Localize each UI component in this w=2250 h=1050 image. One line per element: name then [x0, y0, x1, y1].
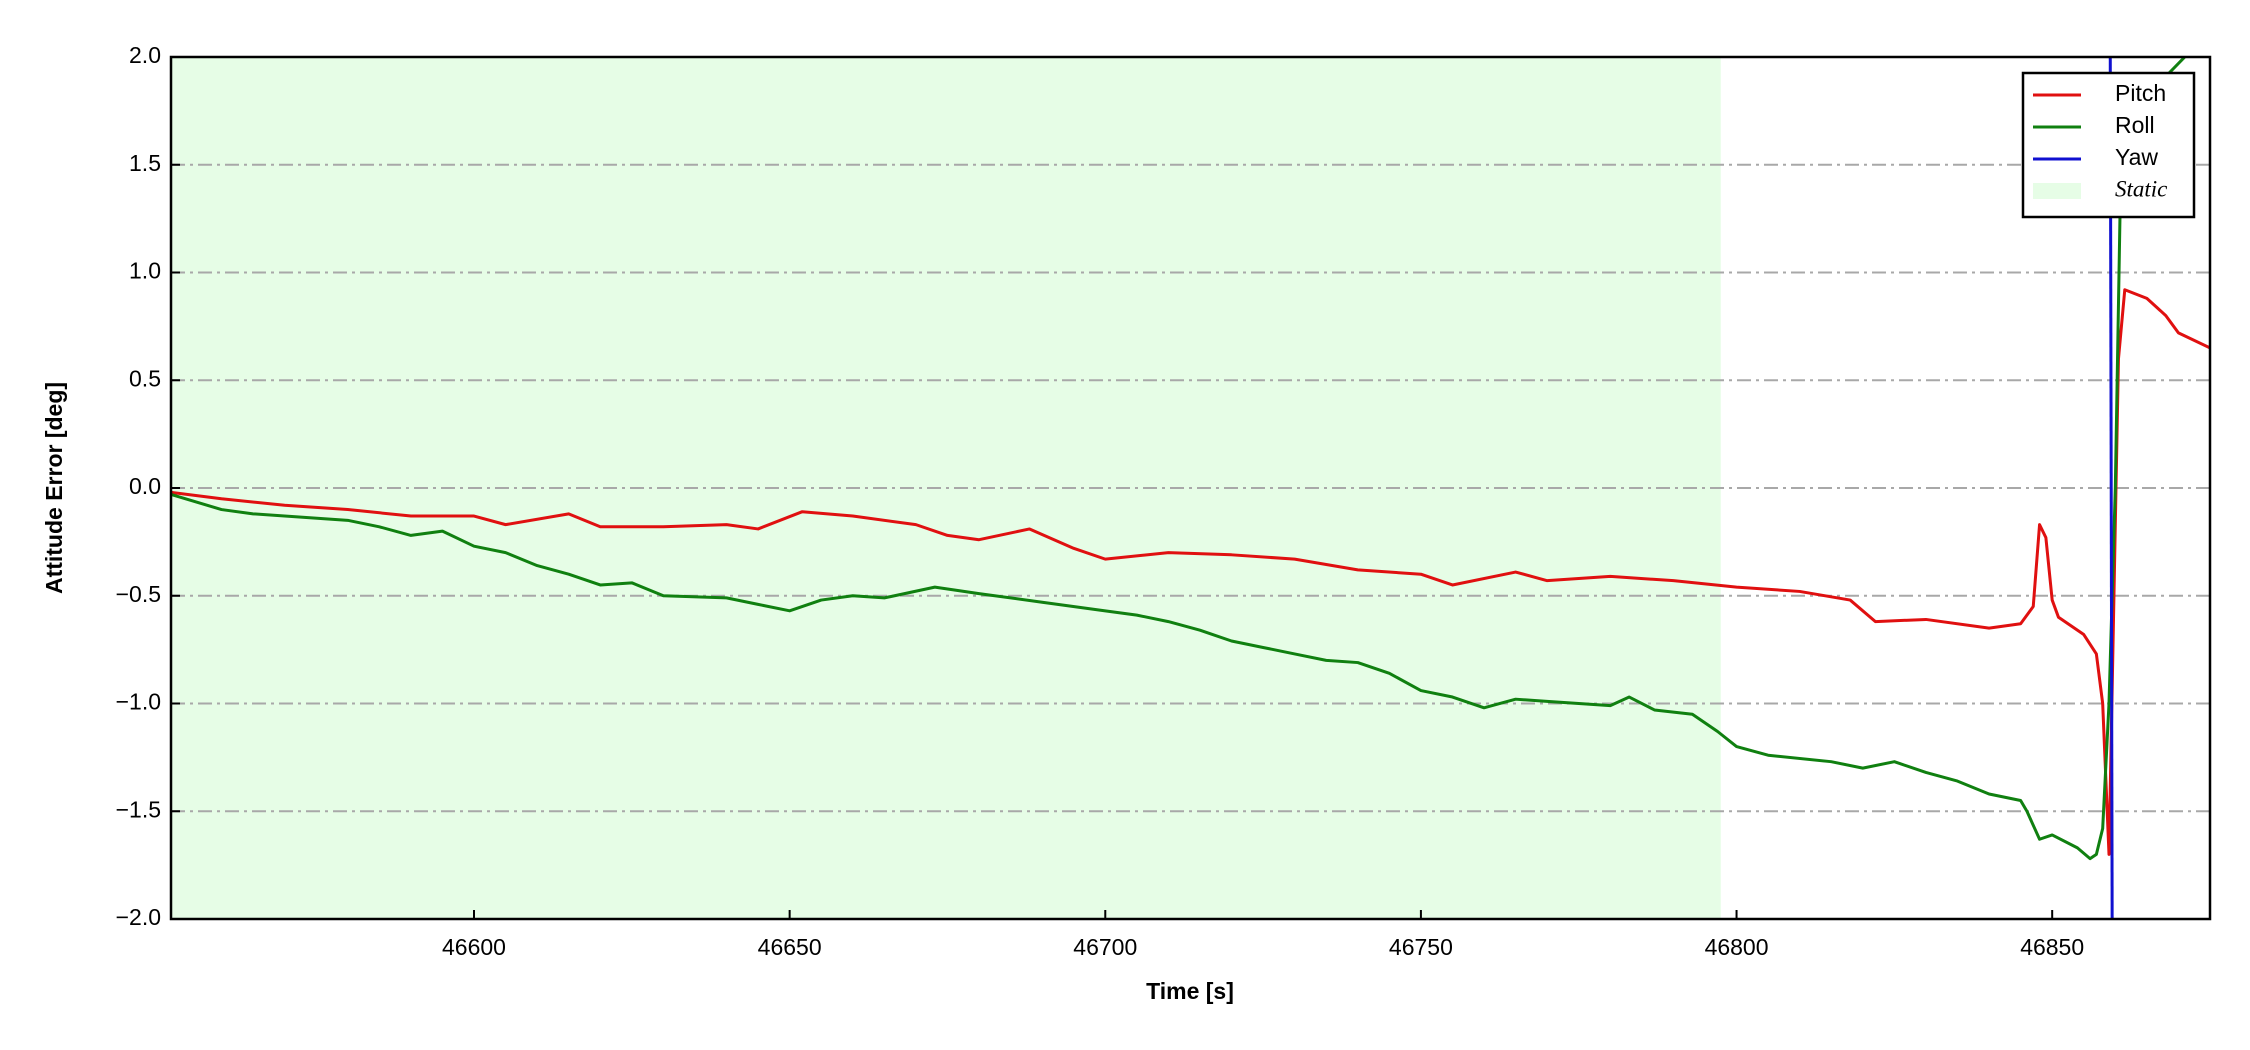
series-line [171, 288, 2210, 856]
y-tick-label: 0.0 [129, 473, 161, 499]
y-tick-label: 1.5 [129, 150, 161, 176]
x-tick-label: 46650 [758, 934, 822, 960]
x-axis-label: Time [s] [1146, 978, 1234, 1004]
legend-label: Static [2115, 176, 2167, 201]
legend-label: Yaw [2115, 144, 2158, 170]
x-tick-label: 46750 [1389, 934, 1453, 960]
x-tick-label: 46800 [1705, 934, 1769, 960]
y-tick-label: −1.5 [116, 796, 161, 822]
x-tick-label: 46600 [442, 934, 506, 960]
y-tick-label: 2.0 [129, 42, 161, 68]
y-tick-label: −2.0 [116, 904, 161, 930]
y-axis-label: Attitude Error [deg] [41, 382, 67, 594]
legend-label: Pitch [2115, 80, 2166, 106]
x-tick-label: 46850 [2020, 934, 2084, 960]
series-line [171, 57, 2186, 861]
x-tick-label: 46700 [1073, 934, 1137, 960]
y-tick-label: 0.5 [129, 365, 161, 391]
y-tick-label: 1.0 [129, 258, 161, 284]
legend-label: Roll [2115, 112, 2155, 138]
y-tick-label: −1.0 [116, 689, 161, 715]
static-span [171, 57, 1721, 919]
legend-swatch [2033, 183, 2081, 199]
y-tick-label: −0.5 [116, 581, 161, 607]
